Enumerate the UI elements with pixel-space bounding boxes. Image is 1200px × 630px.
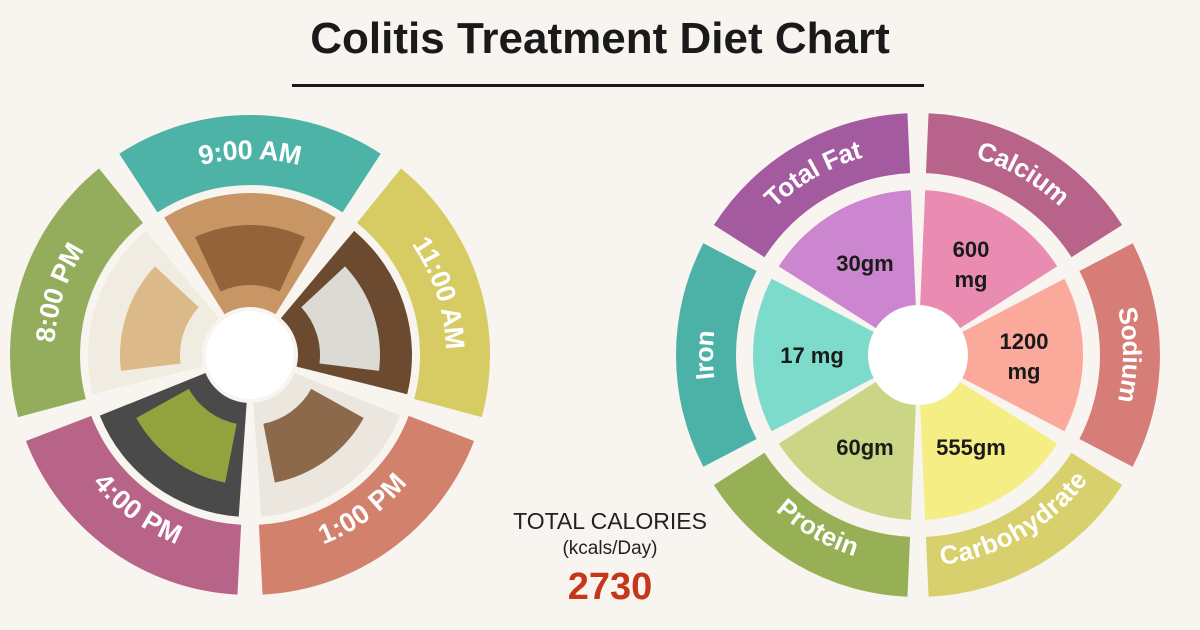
wheel-center [206,311,294,399]
nutrient-ring-segment [925,452,1123,597]
total-calories-label: TOTAL CALORIES [513,508,707,534]
pie-slice [918,278,1083,432]
food-item-shape [136,388,237,483]
nutrient-name-label: Sodium [1112,304,1147,405]
pie-slice [778,190,918,355]
data-label: 30gm [836,251,893,276]
pie-center [868,305,968,405]
food-item-shape [301,266,381,371]
nutrient-ring-segment [1079,243,1160,467]
total-calories-unit: (kcals/Day) [562,538,658,559]
pie-slice [918,355,1058,520]
data-label: 555gm [936,435,1006,460]
data-label: 17 mg [780,343,844,368]
title-underline [292,84,924,87]
nutrient-ring-segment [676,243,757,467]
total-calories-value: 2730 [567,566,653,608]
page-title: Colitis Treatment Diet Chart [310,14,890,63]
food-item-shape [120,266,199,371]
pie-slice [918,190,1058,355]
meal-time-segment [356,168,491,418]
pie-slice [753,278,918,432]
meal-time-segment [258,415,475,595]
data-label: 60gm [836,435,893,460]
data-label: 1200 mg [1000,329,1049,384]
data-label: 600 mg [953,237,990,292]
food-item-shape [263,388,364,483]
meal-time-segment [25,415,242,595]
meal-time-segment [119,114,381,213]
pie-slice [778,355,918,520]
food-item-shape [195,225,305,292]
nutrient-ring-segment [925,113,1123,258]
nutrient-ring-segment [713,452,911,597]
meal-time-segment [9,168,144,418]
nutrient-ring-segment [713,113,911,258]
